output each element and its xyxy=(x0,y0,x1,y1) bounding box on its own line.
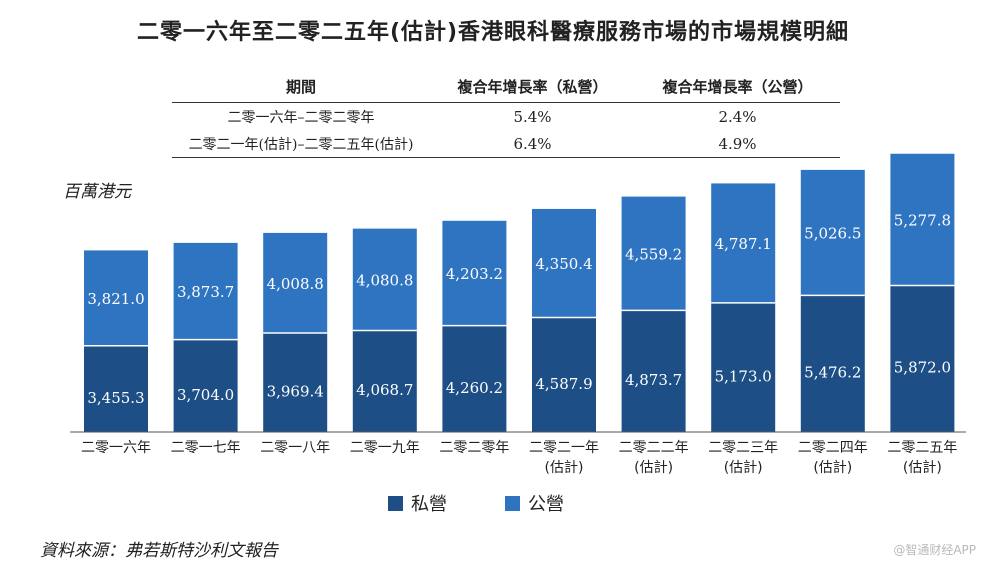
x-tick-label: 二零一六年 xyxy=(81,440,151,456)
legend-swatch-private xyxy=(388,495,403,511)
cagr-table: 期間 複合年增長率（私營） 複合年增長率（公營） 二零一六年–二零二零年 5.4… xyxy=(172,73,840,158)
bar-private xyxy=(890,285,955,432)
bar-public xyxy=(84,250,148,346)
bar-public xyxy=(800,169,865,296)
data-label-public: 5,277.8 xyxy=(894,212,951,230)
x-tick-label: 二零二零年 xyxy=(439,440,509,456)
x-tick-label: (估計) xyxy=(903,460,942,476)
x-tick-label: 二零二三年 xyxy=(708,440,778,456)
cagr-header-row: 期間 複合年增長率（私營） 複合年增長率（公營） xyxy=(172,73,840,103)
x-tick-label: 二零二四年 xyxy=(798,440,868,456)
data-label-public: 3,821.0 xyxy=(87,290,144,308)
cagr-header-private: 複合年增長率（私營） xyxy=(430,73,635,103)
data-label-private: 4,587.9 xyxy=(535,375,592,393)
bar-public xyxy=(890,153,955,286)
legend-swatch-public xyxy=(505,495,520,511)
bar-public xyxy=(352,228,417,331)
cagr-period: 二零一六年–二零二零年 xyxy=(227,110,375,126)
bar-public xyxy=(711,183,776,303)
watermark: @智通财经APP xyxy=(893,543,976,557)
legend-label-public: 公營 xyxy=(528,494,564,515)
cagr-public-value: 4.9% xyxy=(635,130,840,158)
bar-private xyxy=(442,325,507,432)
x-tick-label: 二零一八年 xyxy=(260,440,330,456)
bar-public xyxy=(532,208,596,318)
bar-private xyxy=(532,317,596,432)
x-tick-label: (估計) xyxy=(545,460,584,476)
bar-private xyxy=(800,295,865,432)
data-label-private: 3,455.3 xyxy=(87,389,144,407)
data-label-private: 5,476.2 xyxy=(804,364,861,382)
x-tick-label: 二零一九年 xyxy=(350,440,420,456)
cagr-public-value: 2.4% xyxy=(718,108,757,126)
bar-private xyxy=(711,302,776,432)
bar-private xyxy=(263,332,328,432)
x-tick-label: (估計) xyxy=(724,460,763,476)
data-label-private: 4,260.2 xyxy=(446,379,503,397)
data-label-public: 3,873.7 xyxy=(177,283,234,301)
y-axis-unit-label: 百萬港元 xyxy=(63,182,131,202)
legend: 私營 公營 xyxy=(388,490,622,516)
x-tick-label: 二零一七年 xyxy=(171,440,241,456)
x-tick-label: 二零二二年 xyxy=(619,440,689,456)
data-label-public: 4,203.2 xyxy=(446,265,503,283)
bar-private xyxy=(84,345,148,432)
x-tick-label: (估計) xyxy=(813,460,852,476)
cagr-period: 二零二一年(估計)–二零二五年(估計) xyxy=(172,130,430,158)
cagr-row: 二零一六年–二零二零年 5.4% 2.4% xyxy=(172,103,840,131)
data-label-private: 5,173.0 xyxy=(715,367,772,385)
cagr-header-public: 複合年增長率（公營） xyxy=(635,73,840,103)
chart-title: 二零一六年至二零二五年(估計)香港眼科醫療服務市場的市場規模明細 xyxy=(136,20,850,45)
x-tick-label: (估計) xyxy=(634,460,673,476)
x-tick-label: 二零二一年 xyxy=(529,440,599,456)
data-label-public: 4,350.4 xyxy=(535,255,592,273)
data-label-public: 4,559.2 xyxy=(625,245,682,263)
legend-item-private: 私營 xyxy=(388,490,447,516)
bar-public xyxy=(263,232,328,333)
data-label-public: 5,026.5 xyxy=(804,225,861,243)
x-tick-label: 二零二五年 xyxy=(887,440,957,456)
data-label-private: 4,068.7 xyxy=(356,381,413,399)
bar-public xyxy=(173,242,238,340)
cagr-private-value: 5.4% xyxy=(513,108,552,126)
data-label-public: 4,787.1 xyxy=(715,235,772,253)
bar-private xyxy=(173,339,238,432)
data-label-public: 4,008.8 xyxy=(267,275,324,293)
legend-item-public: 公營 xyxy=(505,490,564,516)
data-label-public: 4,080.8 xyxy=(356,272,413,290)
cagr-row: 二零二一年(估計)–二零二五年(估計) 6.4% 4.9% xyxy=(172,130,840,158)
data-label-private: 5,872.0 xyxy=(894,359,951,377)
bar-private xyxy=(352,330,417,432)
data-label-private: 3,969.4 xyxy=(267,382,324,400)
data-label-private: 3,704.0 xyxy=(177,386,234,404)
legend-label-private: 私營 xyxy=(411,494,447,515)
source-note: 資料來源：弗若斯特沙利文報告 xyxy=(40,541,278,561)
cagr-header-period: 期間 xyxy=(172,73,430,103)
data-label-private: 4,873.7 xyxy=(625,371,682,389)
bar-public xyxy=(621,196,686,311)
bar-private xyxy=(621,310,686,432)
cagr-private-value: 6.4% xyxy=(430,130,635,158)
bar-public xyxy=(442,220,507,326)
